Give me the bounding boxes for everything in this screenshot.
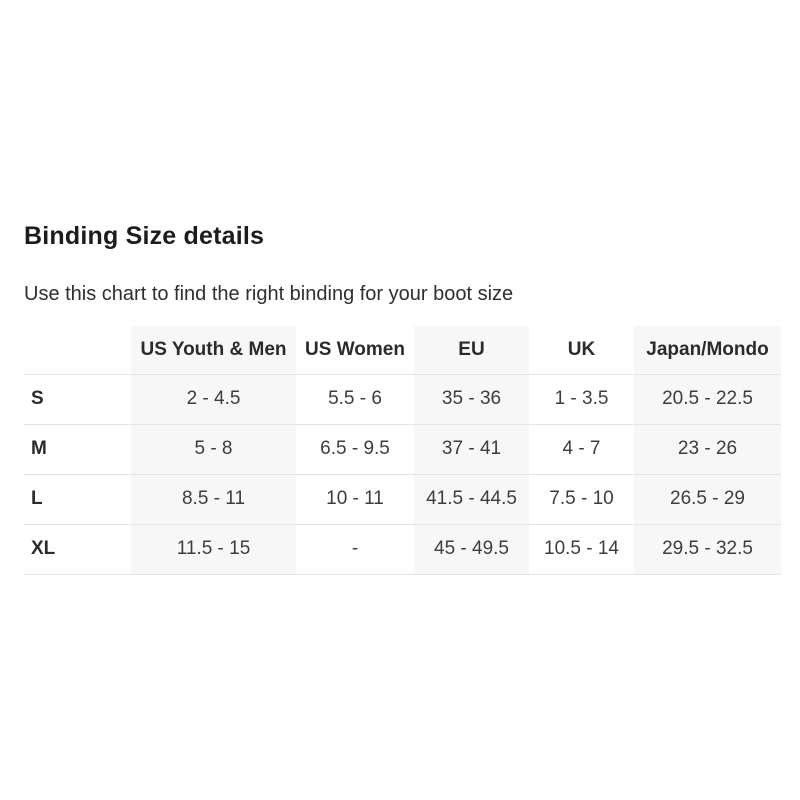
cell-m-us-women: 6.5 - 9.5	[296, 424, 414, 475]
column-header-us-youth-men: US Youth & Men	[131, 326, 296, 375]
row-label-l: L	[24, 474, 131, 525]
cell-xl-japan-mondo: 29.5 - 32.5	[634, 524, 781, 575]
cell-l-us-women: 10 - 11	[296, 474, 414, 525]
cell-m-japan-mondo: 23 - 26	[634, 424, 781, 475]
cell-xl-us-youth-men: 11.5 - 15	[131, 524, 296, 575]
cell-m-eu: 37 - 41	[414, 424, 529, 475]
page-title: Binding Size details	[24, 222, 265, 250]
cell-l-uk: 7.5 - 10	[529, 474, 634, 525]
corner-cell	[24, 326, 131, 375]
table-row-m: M 5 - 8 6.5 - 9.5 37 - 41 4 - 7 23 - 26	[24, 424, 781, 475]
column-header-uk: UK	[529, 326, 634, 375]
binding-size-table: US Youth & Men US Women EU UK Japan/Mond…	[24, 326, 781, 575]
cell-s-us-women: 5.5 - 6	[296, 374, 414, 425]
cell-s-japan-mondo: 20.5 - 22.5	[634, 374, 781, 425]
cell-s-us-youth-men: 2 - 4.5	[131, 374, 296, 425]
column-header-eu: EU	[414, 326, 529, 375]
cell-l-us-youth-men: 8.5 - 11	[131, 474, 296, 525]
table-row-s: S 2 - 4.5 5.5 - 6 35 - 36 1 - 3.5 20.5 -…	[24, 374, 781, 425]
cell-l-japan-mondo: 26.5 - 29	[634, 474, 781, 525]
cell-xl-eu: 45 - 49.5	[414, 524, 529, 575]
row-label-s: S	[24, 374, 131, 425]
section-subtitle: Use this chart to find the right binding…	[24, 283, 514, 305]
column-header-japan-mondo: Japan/Mondo	[634, 326, 781, 375]
table-row-l: L 8.5 - 11 10 - 11 41.5 - 44.5 7.5 - 10 …	[24, 474, 781, 525]
cell-s-eu: 35 - 36	[414, 374, 529, 425]
column-header-us-women: US Women	[296, 326, 414, 375]
size-chart-section: Binding Size details Use this chart to f…	[24, 222, 781, 575]
table-header-row: US Youth & Men US Women EU UK Japan/Mond…	[24, 326, 781, 375]
cell-m-uk: 4 - 7	[529, 424, 634, 475]
row-label-xl: XL	[24, 524, 131, 575]
table-row-xl: XL 11.5 - 15 - 45 - 49.5 10.5 - 14 29.5 …	[24, 524, 781, 575]
cell-m-us-youth-men: 5 - 8	[131, 424, 296, 475]
cell-s-uk: 1 - 3.5	[529, 374, 634, 425]
row-label-m: M	[24, 424, 131, 475]
cell-l-eu: 41.5 - 44.5	[414, 474, 529, 525]
cell-xl-us-women: -	[296, 524, 414, 575]
cell-xl-uk: 10.5 - 14	[529, 524, 634, 575]
